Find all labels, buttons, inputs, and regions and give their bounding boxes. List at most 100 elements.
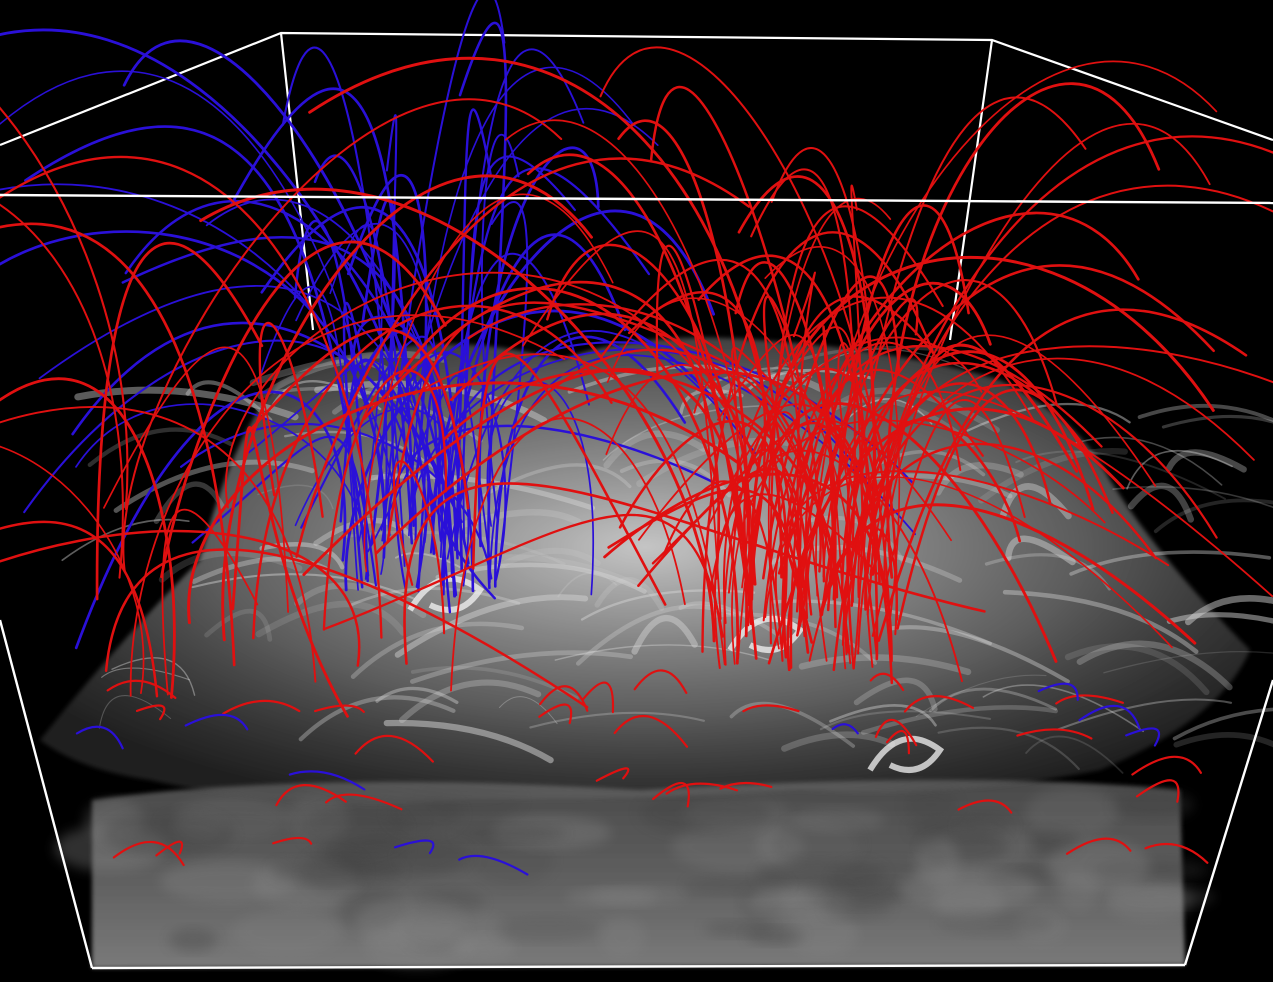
negative-field-line — [493, 335, 687, 588]
short-field-line — [1016, 728, 1093, 740]
short-field-line — [633, 669, 688, 694]
plasma-filament — [1166, 612, 1273, 624]
plasma-filament — [798, 654, 972, 676]
plasma-filament — [111, 657, 196, 696]
plasma-filament — [1069, 550, 1272, 576]
plasma-filament — [1153, 498, 1273, 534]
base-cloud — [302, 850, 366, 895]
box-back-left-vertical-edge — [279, 32, 315, 331]
positive-field-line — [0, 222, 236, 667]
plasma-filament — [819, 710, 991, 731]
plasma-filament — [257, 484, 334, 510]
plasma-filament — [1103, 650, 1273, 674]
box-bottom-front-edge — [91, 963, 1186, 970]
plasma-filament — [1002, 589, 1199, 654]
base-cloud — [600, 916, 646, 959]
short-field-line — [539, 685, 589, 712]
base-cloud — [937, 911, 1055, 936]
positive-field-line — [805, 344, 1103, 616]
base-cloud — [564, 888, 659, 906]
plasma-filament — [383, 719, 554, 764]
positive-field-line — [386, 301, 730, 544]
negative-field-line — [417, 392, 452, 614]
base-cloud — [639, 791, 770, 835]
plasma-filament — [966, 402, 1131, 432]
positive-field-line — [161, 508, 259, 696]
positive-field-line — [837, 342, 868, 586]
plasma-filament — [435, 562, 647, 594]
plasma-filament — [781, 731, 896, 752]
plasma-filament — [1127, 482, 1195, 523]
negative-field-line — [230, 87, 415, 527]
positive-field-line — [764, 246, 901, 618]
plasma-filament — [98, 695, 172, 729]
positive-field-line — [693, 371, 852, 665]
short-field-line — [538, 703, 573, 725]
box-top-front-edge — [0, 193, 1273, 205]
short-field-line — [1078, 704, 1141, 729]
box-front-left-vertical-edge — [0, 619, 94, 969]
positive-field-line — [792, 271, 816, 638]
positive-field-line — [0, 406, 317, 683]
plasma-filament — [483, 554, 643, 589]
base-cloud — [386, 794, 463, 834]
positive-field-line — [751, 255, 1215, 586]
box-front-edges — [0, 193, 1273, 970]
short-field-line — [742, 704, 800, 713]
short-field-line — [1037, 682, 1079, 701]
positive-field-line — [606, 297, 854, 603]
plasma-filament — [1076, 640, 1233, 691]
short-field-line — [665, 782, 739, 795]
negative-field-line — [455, 108, 492, 541]
base-cloud — [1113, 790, 1195, 820]
short-field-line — [595, 767, 630, 782]
plasma-filament — [1173, 732, 1273, 748]
positive-field-line — [504, 119, 754, 601]
plasma-filament — [113, 459, 315, 513]
plasma-filament — [1137, 403, 1273, 423]
short-field-line — [275, 784, 347, 807]
plasma-filament — [500, 547, 601, 568]
plasma-filament — [101, 667, 191, 681]
short-field-line — [458, 854, 529, 876]
positive-field-line — [713, 493, 879, 669]
short-field-line — [393, 839, 435, 855]
plasma-filament — [87, 427, 233, 468]
negative-field-line — [0, 230, 387, 559]
positive-field-line — [747, 295, 936, 627]
base-cloud — [168, 927, 218, 953]
positive-field-line — [767, 264, 1215, 665]
positive-field-line — [104, 548, 589, 709]
positive-field-line — [762, 275, 901, 580]
positive-field-line — [871, 399, 1026, 637]
base-cloud — [788, 807, 886, 832]
base-cloud — [787, 912, 859, 957]
plasma-filament — [204, 608, 273, 642]
short-field-line — [112, 841, 185, 867]
positive-field-line — [769, 205, 944, 645]
base-cloud — [904, 787, 958, 822]
plasma-filament — [410, 650, 633, 684]
positive-field-line — [322, 369, 447, 631]
negative-field-line — [431, 209, 716, 555]
plasma-filament — [499, 696, 558, 725]
positive-field-line — [0, 529, 361, 667]
negative-field-line — [121, 235, 459, 560]
plasma-filament — [861, 705, 1058, 735]
plasma-filament — [1064, 643, 1210, 696]
positive-field-line — [850, 184, 864, 669]
positive-field-line — [95, 241, 264, 601]
positive-field-line — [324, 513, 724, 638]
negative-field-line — [329, 224, 383, 546]
short-field-line — [1144, 842, 1209, 864]
base-cloud — [101, 811, 235, 857]
short-field-line — [582, 681, 615, 714]
short-field-line — [135, 704, 166, 721]
positive-field-line — [449, 312, 814, 644]
plasma-swirl — [867, 735, 945, 773]
short-field-line — [613, 714, 689, 748]
negative-field-line — [480, 133, 520, 522]
base-cloud — [1107, 886, 1215, 908]
base-cloud — [454, 824, 567, 843]
